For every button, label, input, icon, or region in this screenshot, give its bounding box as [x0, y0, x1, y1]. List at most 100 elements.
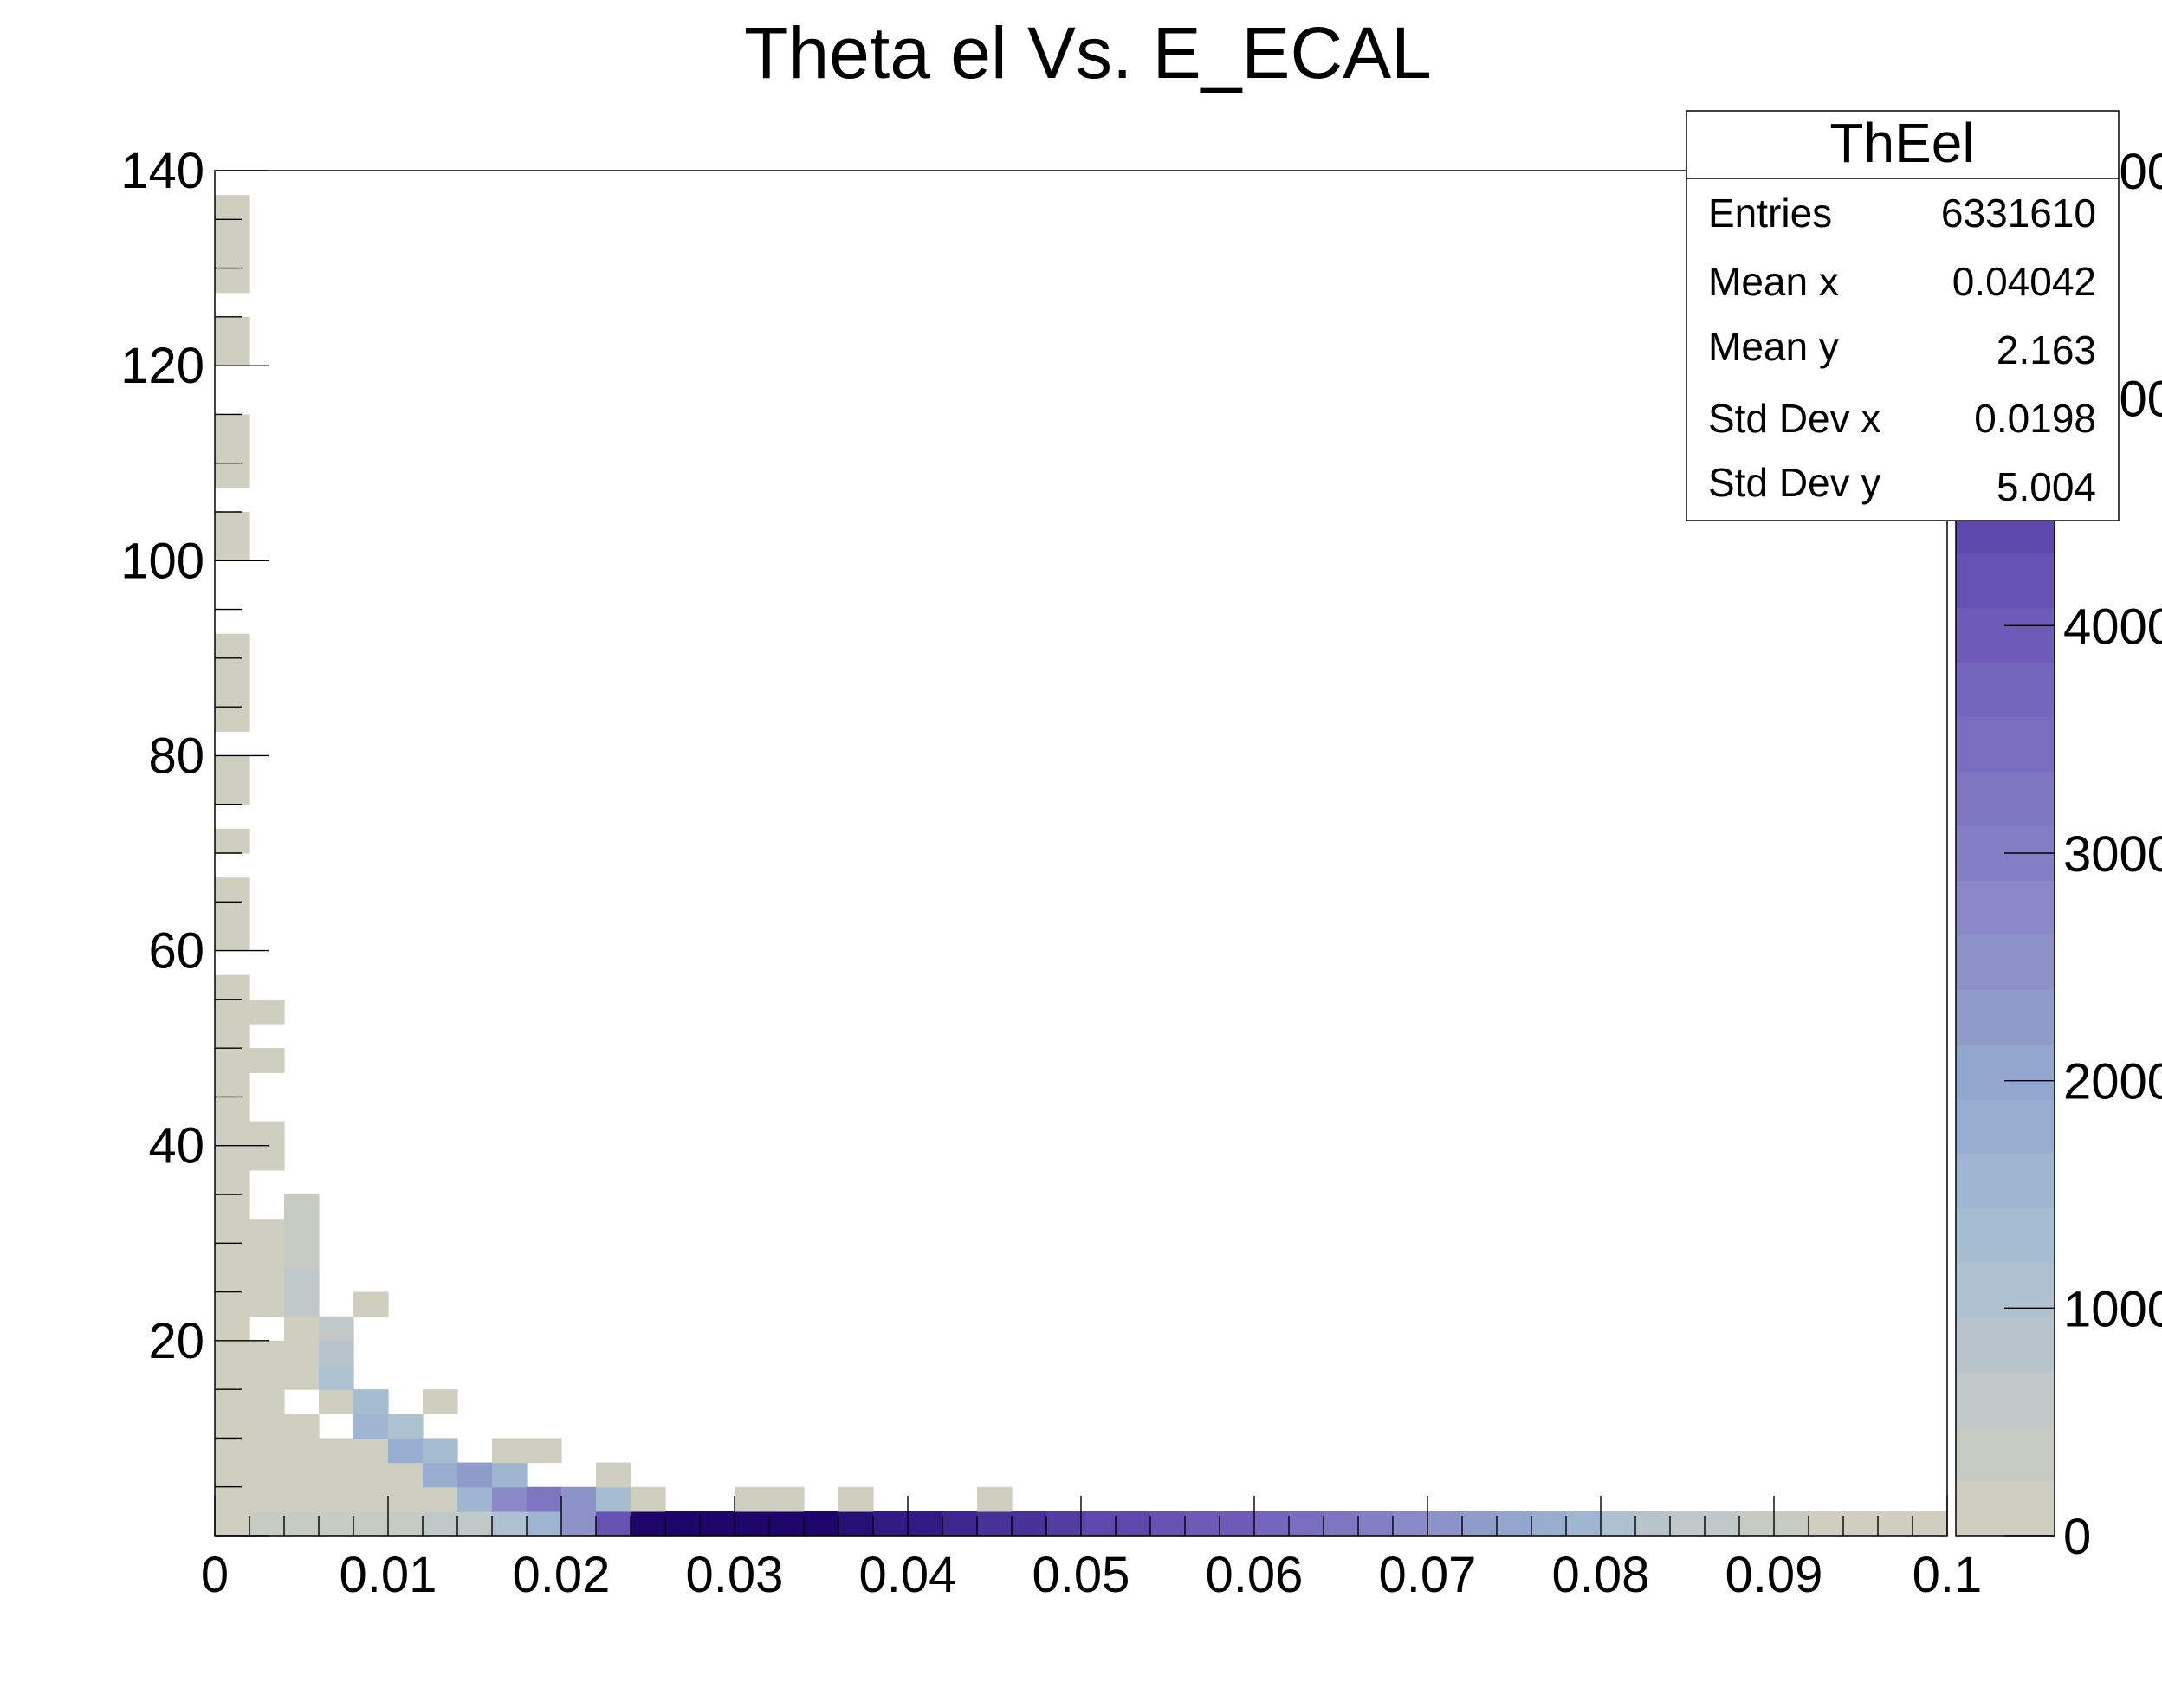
histogram-cell — [1427, 1511, 1463, 1537]
histogram-cell — [215, 1316, 250, 1342]
histogram-cell — [215, 1438, 250, 1464]
histogram-cell — [215, 1462, 250, 1488]
histogram-cell — [284, 1462, 320, 1488]
palette-tick-label: 4000 — [2063, 598, 2162, 655]
stats-box-title: ThEel — [1829, 112, 1974, 174]
histogram-cell — [492, 1438, 528, 1464]
stats-entries-value: 6331610 — [1941, 191, 2096, 236]
histogram-cell — [1809, 1511, 1844, 1537]
palette-tick-label: 2000 — [2063, 1054, 2162, 1110]
histogram-cell — [353, 1291, 389, 1317]
histogram-cell — [1462, 1511, 1498, 1537]
histogram-cell — [215, 902, 250, 928]
histogram-cell — [215, 1389, 250, 1414]
histogram-cell — [215, 1194, 250, 1220]
histogram-cell — [492, 1486, 528, 1512]
x-tick-label: 0.06 — [1206, 1547, 1304, 1603]
histogram-cell — [319, 1316, 354, 1342]
histogram-cell — [769, 1511, 805, 1537]
palette-band — [1956, 880, 2055, 936]
y-tick-label: 120 — [120, 338, 204, 394]
histogram-cell — [319, 1340, 354, 1366]
histogram-cell — [215, 1365, 250, 1390]
histogram-cell — [1324, 1511, 1359, 1537]
histogram-cell — [596, 1511, 631, 1537]
x-tick-label: 0.02 — [513, 1547, 611, 1603]
x-tick-label: 0.09 — [1725, 1547, 1823, 1603]
palette-band — [1956, 1098, 2055, 1155]
stats-mean-x-value: 0.04042 — [1952, 259, 2096, 304]
x-tick-label: 0.03 — [686, 1547, 784, 1603]
palette-band — [1956, 1044, 2055, 1100]
palette-band — [1956, 553, 2055, 608]
histogram-cell — [284, 1219, 320, 1244]
histogram-cell — [838, 1486, 874, 1512]
histogram-cell — [215, 268, 250, 294]
histogram-cell — [215, 999, 250, 1025]
histogram-cell — [1774, 1511, 1809, 1537]
histogram-cell — [284, 1243, 320, 1269]
histogram-cell — [215, 341, 250, 366]
y-tick-label: 60 — [148, 923, 204, 980]
histogram-cell — [319, 1365, 354, 1390]
y-tick-label: 100 — [120, 533, 204, 589]
y-tick-label: 140 — [120, 143, 204, 199]
palette-band — [1956, 1480, 2055, 1537]
histogram-cell — [284, 1267, 320, 1293]
histogram-cell — [457, 1511, 493, 1537]
palette-band — [1956, 1317, 2055, 1373]
histogram-cell — [284, 1438, 320, 1464]
palette-band — [1956, 935, 2055, 991]
histogram-cell — [215, 926, 250, 952]
histogram-cell — [1913, 1511, 1948, 1537]
palette-band — [1956, 989, 2055, 1045]
histogram-cell — [353, 1438, 389, 1464]
histogram-cell — [353, 1389, 389, 1414]
histogram-cell — [215, 1414, 250, 1440]
histogram-cell — [249, 1511, 285, 1537]
histogram-cell — [249, 1389, 285, 1414]
palette-band — [1956, 1153, 2055, 1209]
histogram-cell — [1358, 1511, 1394, 1537]
y-tick-label: 20 — [148, 1313, 204, 1369]
histogram-cell — [492, 1462, 528, 1488]
histogram-cell — [908, 1511, 943, 1537]
x-tick-label: 0.01 — [340, 1547, 437, 1603]
palette-tick-label: 0 — [2063, 1509, 2091, 1565]
histogram-cell — [215, 414, 250, 440]
histogram-cell — [561, 1486, 597, 1512]
histogram-cell — [215, 1072, 250, 1098]
histogram-cell — [249, 1145, 285, 1171]
histogram-cell — [1566, 1511, 1602, 1537]
histogram-cell — [215, 780, 250, 805]
palette-band — [1956, 771, 2055, 826]
histogram-cell — [631, 1511, 666, 1537]
histogram-cell — [249, 1219, 285, 1244]
stats-mean-x-label: Mean x — [1708, 259, 1839, 304]
histogram-cell — [977, 1486, 1013, 1512]
histogram-cell — [215, 1121, 250, 1147]
histogram-cell — [457, 1486, 493, 1512]
histogram-cell — [319, 1389, 354, 1414]
stats-stddev-y-label: Std Dev y — [1708, 460, 1880, 505]
stats-stddev-x-value: 0.0198 — [1974, 396, 2096, 441]
histogram-cell — [1497, 1511, 1532, 1537]
histogram-cell — [284, 1365, 320, 1390]
histogram-cell — [1531, 1511, 1567, 1537]
histogram-cell — [284, 1291, 320, 1317]
histogram-cell — [249, 1243, 285, 1269]
histogram-cell — [700, 1511, 735, 1537]
histogram-cell — [284, 1340, 320, 1366]
histogram-cell — [873, 1511, 909, 1537]
stats-box-frame — [1686, 110, 2120, 521]
x-tick-label: 0.05 — [1032, 1547, 1130, 1603]
stats-box: ThEel Entries 6331610 Mean x 0.04042 Mea… — [1686, 110, 2120, 521]
histogram-cell — [1116, 1511, 1151, 1537]
histogram-cell — [735, 1511, 770, 1537]
histogram-cell — [249, 1267, 285, 1293]
histogram-cell — [249, 1121, 285, 1147]
histogram-cell — [1220, 1511, 1255, 1537]
y-tick-label: 80 — [148, 728, 204, 784]
histogram-cell — [977, 1511, 1013, 1537]
